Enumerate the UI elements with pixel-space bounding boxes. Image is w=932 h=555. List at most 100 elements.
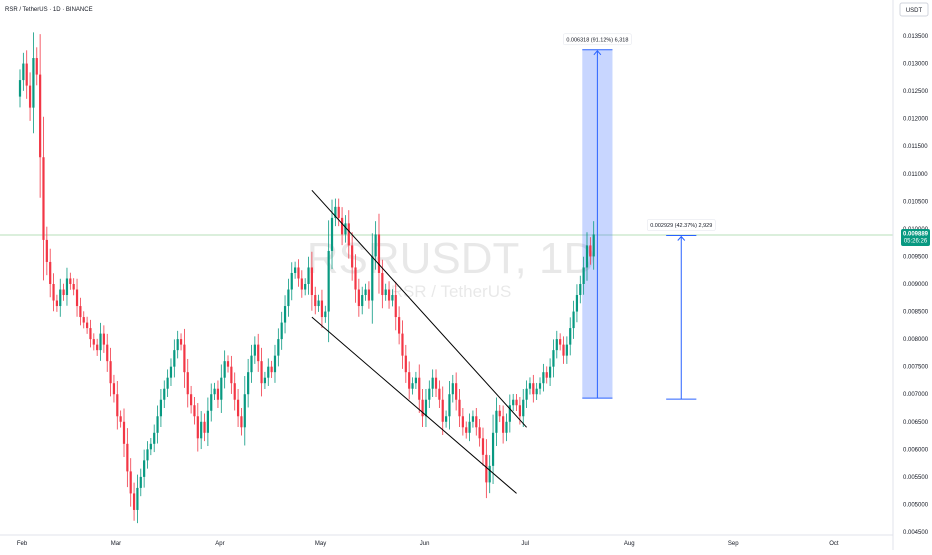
price-tick-label: 0.011500 [903, 144, 928, 150]
time-tick-label: Oct [829, 541, 839, 547]
candle-body [481, 438, 485, 455]
candle-body [216, 388, 220, 400]
candle-body [116, 394, 119, 417]
price-label-bg [901, 229, 930, 247]
candle-body [206, 410, 209, 433]
price-tick-label: 0.007000 [903, 392, 929, 398]
candle-body [186, 372, 189, 395]
price-tick-label: 0.007500 [903, 365, 929, 371]
time-axis[interactable]: Feb Mar Apr May Jun Jul Aug Sep Oct [17, 541, 839, 547]
candle-body [159, 399, 163, 417]
candle-body [552, 350, 555, 367]
candle-body [344, 223, 347, 235]
candle-body [42, 157, 45, 240]
candle-body [149, 443, 152, 450]
candle-body [196, 416, 199, 439]
currency-label: USDT [906, 8, 923, 14]
time-tick-label: Aug [624, 541, 635, 547]
candle-body [297, 267, 300, 279]
candle-body [263, 377, 267, 384]
candle-body [555, 339, 558, 351]
candle-body [82, 317, 85, 323]
price-axis[interactable]: 0.013500 0.013000 0.012500 0.012000 0.011500… [903, 34, 929, 536]
price-tick-label: 0.009500 [903, 254, 929, 260]
candle-body [236, 399, 240, 417]
price-tick-label: 0.006000 [903, 447, 929, 453]
candle-body [75, 289, 79, 307]
candle-body [126, 443, 129, 472]
candle-body [28, 85, 32, 108]
watermark-pair: RSR / TetherUS [391, 282, 512, 301]
price-tick-label: 0.013500 [903, 34, 929, 40]
candle-body [404, 355, 407, 373]
candle-body [532, 383, 535, 395]
candle-body [146, 449, 149, 461]
time-tick-label: May [315, 541, 326, 547]
channel-upper-line [311, 189, 527, 428]
candle-body [92, 339, 95, 345]
candle-body [69, 278, 72, 284]
time-tick-label: Jun [420, 541, 430, 547]
time-tick-label: Mar [111, 541, 121, 547]
candle-body [528, 383, 532, 389]
candle-body [569, 328, 572, 345]
candle-body [55, 300, 59, 307]
candle-body [589, 245, 592, 257]
candle-body [300, 278, 303, 290]
candle-body [273, 355, 277, 373]
candle-body [451, 383, 454, 395]
candle-body [441, 399, 444, 422]
candle-body [518, 405, 521, 417]
candle-body [169, 366, 173, 378]
candle-body [538, 383, 542, 389]
projections: 0.006318 (91.12%) 6,318 0.002929 (42.37%)… [563, 33, 716, 400]
candle-body [45, 239, 48, 262]
candle-body [535, 388, 538, 395]
candle-body [364, 289, 367, 296]
candle-body [471, 416, 475, 422]
candle-body [143, 460, 146, 477]
candle-body [210, 394, 213, 411]
candle-body [475, 416, 478, 428]
price-tick-label: 0.008000 [903, 337, 929, 343]
candle-body [502, 416, 505, 433]
candle-body [515, 399, 518, 406]
candle-body [49, 261, 52, 284]
candle-body [327, 250, 330, 312]
candle-body [421, 399, 424, 417]
candle-body [455, 383, 458, 400]
candle-body [424, 399, 428, 417]
candle-body [52, 284, 55, 301]
current-price-label: 0.009889 05:26:26 [901, 229, 930, 247]
projection-arrow-head [593, 50, 602, 56]
candle-body [505, 421, 508, 433]
candle-body [283, 306, 287, 323]
projection-label-box [563, 33, 632, 46]
candle-body [582, 267, 585, 284]
candle-body [290, 272, 293, 290]
projection-label-box [647, 219, 716, 231]
candle-body [525, 388, 528, 400]
candle-body [39, 74, 42, 158]
candle-body [226, 361, 230, 367]
candle-body [136, 487, 139, 510]
candle-body [156, 416, 159, 433]
candle-body [438, 388, 441, 400]
candle-body [565, 344, 568, 356]
candle-body [592, 234, 595, 257]
candle-body [508, 405, 511, 422]
candle-body [401, 333, 404, 356]
candle-body [478, 427, 481, 439]
candle-body [314, 295, 317, 307]
price-tick-label: 0.005500 [903, 475, 929, 481]
candle-body [559, 339, 562, 345]
projection-arrow-head [677, 235, 686, 241]
price-value: 0.009889 [903, 232, 929, 238]
watermark-ticker: RSRUSDT, 1D [307, 234, 596, 283]
candle-body [320, 300, 324, 318]
candle-body [468, 421, 471, 433]
candle-body [431, 377, 434, 389]
price-tick-label: 0.006500 [903, 420, 929, 426]
currency-button[interactable] [899, 2, 929, 17]
